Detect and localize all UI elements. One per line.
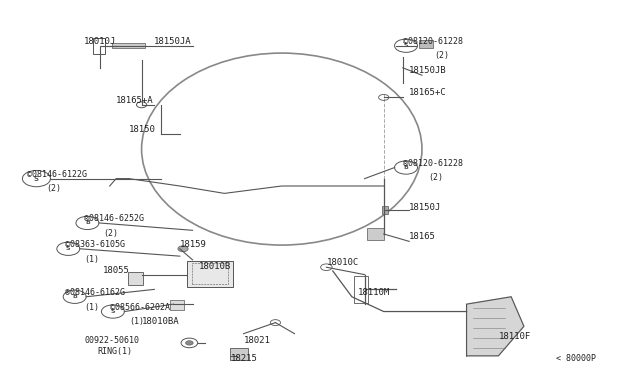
Text: (1): (1) — [129, 317, 144, 326]
Circle shape — [186, 341, 193, 345]
FancyBboxPatch shape — [112, 44, 145, 48]
Text: 18110M: 18110M — [358, 288, 390, 297]
Text: ©08120-61228: ©08120-61228 — [403, 37, 463, 46]
Text: (1): (1) — [84, 254, 99, 263]
Text: ©08363-6105G: ©08363-6105G — [65, 240, 125, 249]
FancyBboxPatch shape — [419, 40, 433, 48]
Text: 18010J: 18010J — [84, 37, 116, 46]
Text: (1): (1) — [84, 302, 99, 311]
Text: (2): (2) — [428, 173, 444, 182]
Text: RING(1): RING(1) — [97, 347, 132, 356]
FancyBboxPatch shape — [188, 260, 233, 287]
Text: B: B — [85, 221, 90, 225]
FancyBboxPatch shape — [170, 300, 184, 310]
FancyBboxPatch shape — [230, 348, 248, 360]
Text: 18110F: 18110F — [499, 332, 531, 341]
Text: ®08146-6162G: ®08146-6162G — [65, 288, 125, 297]
Text: 18021: 18021 — [244, 336, 271, 345]
Text: S: S — [66, 246, 70, 251]
Text: S: S — [111, 309, 115, 314]
Text: B: B — [404, 165, 408, 170]
Text: (2): (2) — [435, 51, 450, 61]
Text: 00922-50610: 00922-50610 — [84, 336, 140, 345]
Text: ®08120-61228: ®08120-61228 — [403, 158, 463, 167]
Text: 18165: 18165 — [409, 232, 436, 241]
Text: B: B — [72, 294, 77, 299]
FancyBboxPatch shape — [382, 206, 388, 214]
Text: 18150JA: 18150JA — [154, 37, 192, 46]
Text: 18165+A: 18165+A — [116, 96, 154, 105]
Text: S: S — [34, 176, 39, 182]
Text: 18055: 18055 — [103, 266, 130, 275]
Text: 18010B: 18010B — [199, 262, 231, 271]
Polygon shape — [467, 297, 524, 356]
Text: 18159: 18159 — [180, 240, 207, 249]
Text: ©08566-6202A: ©08566-6202A — [109, 302, 170, 311]
FancyBboxPatch shape — [127, 272, 143, 285]
Text: 18010BA: 18010BA — [141, 317, 179, 326]
Text: 18150JB: 18150JB — [409, 66, 447, 75]
FancyBboxPatch shape — [367, 228, 385, 240]
Text: 18150J: 18150J — [409, 203, 442, 212]
Text: ®08146-6252G: ®08146-6252G — [84, 214, 144, 223]
Text: S: S — [404, 43, 408, 48]
Text: 18165+C: 18165+C — [409, 89, 447, 97]
Text: (2): (2) — [103, 229, 118, 238]
Text: 18215: 18215 — [231, 354, 258, 363]
Circle shape — [178, 246, 188, 252]
Text: ©08146-6122G: ©08146-6122G — [27, 170, 87, 179]
Text: < 80000P: < 80000P — [556, 354, 596, 363]
Text: 18010C: 18010C — [326, 258, 358, 267]
Text: 18150: 18150 — [129, 125, 156, 134]
Text: (2): (2) — [46, 185, 61, 193]
